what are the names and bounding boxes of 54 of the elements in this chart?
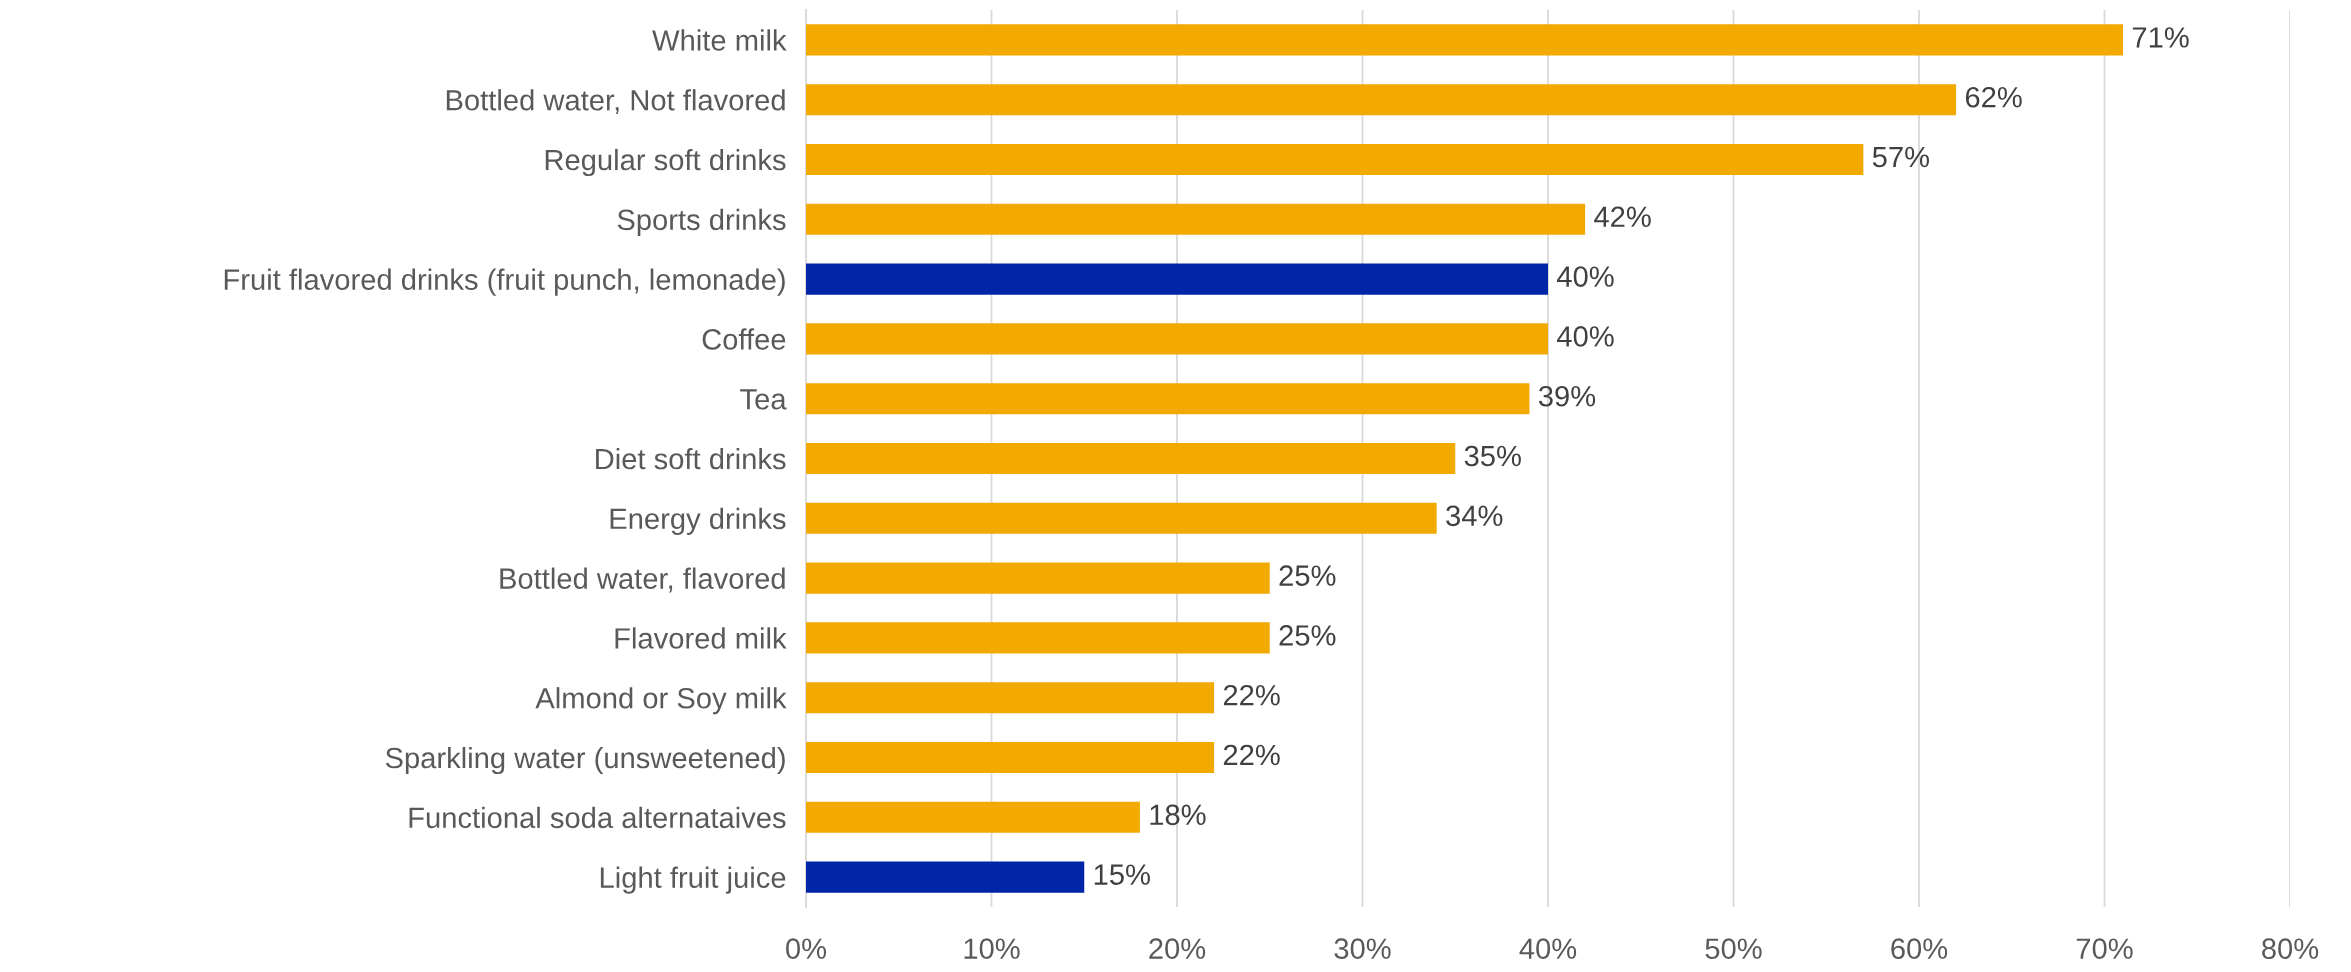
- data-label: 34%: [1446, 505, 1503, 527]
- bar: [806, 383, 1530, 415]
- y-tick-label: Sparkling water (unsweetened): [385, 746, 785, 775]
- data-label: 40%: [1557, 266, 1614, 287]
- bar: [806, 442, 1456, 475]
- y-tick-label: White milk: [652, 29, 787, 51]
- bar: [806, 562, 1270, 594]
- y-tick-label: Light fruit juice: [600, 866, 786, 894]
- bar: [806, 801, 1140, 833]
- y-tick-label: Sports drinks: [617, 208, 786, 236]
- bar: [806, 622, 1270, 654]
- bar: [806, 741, 1215, 774]
- data-label: 40%: [1557, 326, 1614, 347]
- bar: [806, 323, 1548, 355]
- bar: [806, 861, 1085, 893]
- y-tick-label: Almond or Soy milk: [535, 687, 787, 715]
- x-tick-label: 50%: [1705, 938, 1762, 959]
- y-tick-label: Flavored milk: [615, 627, 787, 649]
- y-tick-label: Bottled water, Not flavored: [446, 89, 785, 114]
- y-tick-label: Fruit flavored drinks (fruit punch, lemonade): [224, 268, 785, 296]
- y-tick-label: Coffee: [702, 328, 786, 350]
- y-tick-label: Tea: [740, 389, 787, 410]
- bar: [806, 263, 1548, 295]
- x-tick-label: 20%: [1149, 938, 1206, 959]
- data-label: 15%: [1094, 864, 1150, 885]
- x-tick-label: 30%: [1334, 938, 1391, 959]
- data-label: 35%: [1464, 445, 1521, 467]
- data-label: 25%: [1279, 625, 1336, 646]
- y-tick-label: Functional soda alternataives: [409, 806, 786, 829]
- x-tick-label: 60%: [1891, 938, 1948, 959]
- data-label: 25%: [1279, 565, 1336, 586]
- x-tick-label: 0%: [786, 938, 827, 959]
- x-tick-label: 70%: [2076, 938, 2133, 959]
- y-tick-label: Diet soft drinks: [596, 447, 786, 470]
- data-label: 22%: [1223, 744, 1280, 766]
- bar: [806, 203, 1586, 235]
- x-tick-label: 80%: [2262, 938, 2319, 959]
- data-label: 22%: [1223, 684, 1280, 706]
- data-label: 71%: [2132, 27, 2189, 48]
- bar: [806, 143, 1864, 176]
- x-tick-label: 10%: [964, 938, 1020, 959]
- bar: [806, 502, 1437, 534]
- data-label: 42%: [1594, 206, 1651, 228]
- bar: [806, 24, 2124, 56]
- y-tick-label: Bottled water, flavored: [500, 567, 785, 593]
- data-label: 62%: [1965, 86, 2022, 108]
- y-tick-label: Regular soft drinks: [545, 148, 786, 177]
- data-label: 18%: [1150, 804, 1206, 826]
- data-label: 57%: [1872, 146, 1930, 168]
- x-tick-label: 40%: [1519, 938, 1577, 959]
- data-label: 39%: [1538, 385, 1596, 407]
- y-tick-label: Energy drinks: [610, 507, 786, 535]
- bar: [806, 682, 1215, 714]
- bar: [806, 84, 1957, 116]
